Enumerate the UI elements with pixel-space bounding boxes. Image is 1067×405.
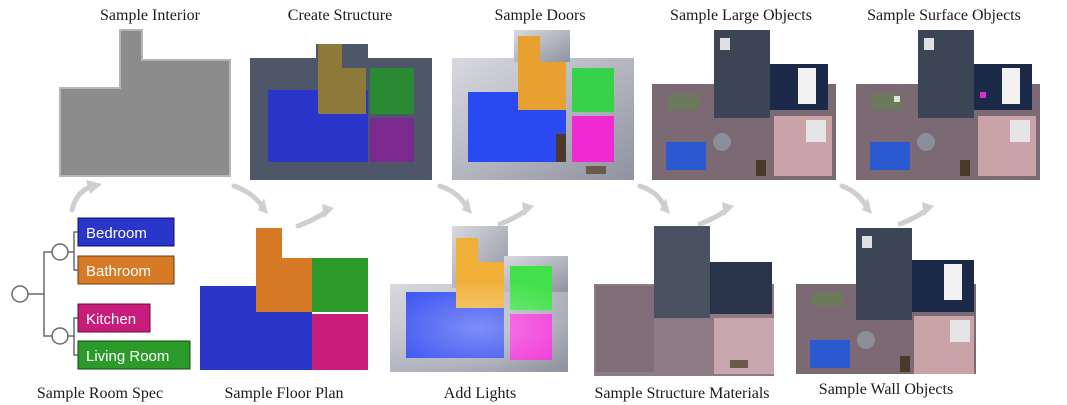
tree-node-icon xyxy=(51,327,69,345)
large-objects-render xyxy=(652,30,836,180)
label-sample-room-spec: Sample Room Spec xyxy=(37,385,163,402)
label-sample-large-objects: Sample Large Objects xyxy=(670,7,812,24)
curved-arrow-icon xyxy=(437,183,469,209)
curved-arrow-icon xyxy=(637,183,667,209)
curved-arrow-icon xyxy=(231,183,265,209)
curved-arrow-icon xyxy=(697,207,729,227)
room-tag-kitchen: Kitchen xyxy=(77,303,151,333)
label-create-structure: Create Structure xyxy=(288,7,392,24)
svg-text:Bathroom: Bathroom xyxy=(86,263,151,280)
wall-objects-render xyxy=(796,228,976,374)
curved-arrow-icon xyxy=(839,183,869,209)
lights-plan xyxy=(390,226,568,372)
interior-outline xyxy=(59,29,231,177)
structure-plan xyxy=(250,44,432,180)
doors-plan xyxy=(452,30,634,180)
room-spec-tree xyxy=(28,231,78,356)
curved-arrow-icon xyxy=(295,209,329,229)
surface-objects-render xyxy=(856,30,1040,180)
label-sample-floor-plan: Sample Floor Plan xyxy=(224,385,343,402)
label-add-lights: Add Lights xyxy=(444,385,516,402)
room-tag-bathroom: Bathroom xyxy=(77,255,175,285)
room-tag-bedroom: Bedroom xyxy=(77,217,175,247)
arrow-heads xyxy=(86,180,934,218)
label-sample-doors: Sample Doors xyxy=(494,7,585,24)
svg-text:Living Room: Living Room xyxy=(86,348,169,365)
tree-root-node-icon xyxy=(11,285,29,303)
svg-text:Kitchen: Kitchen xyxy=(86,311,136,328)
curved-arrow-icon xyxy=(497,207,529,227)
floor-plan xyxy=(200,228,368,370)
label-sample-structure-materials: Sample Structure Materials xyxy=(594,385,769,402)
svg-text:Bedroom: Bedroom xyxy=(86,225,147,242)
label-sample-surface-objects: Sample Surface Objects xyxy=(867,7,1021,24)
flow-arrows xyxy=(69,183,929,229)
tree-node-icon xyxy=(51,243,69,261)
label-sample-wall-objects: Sample Wall Objects xyxy=(819,381,953,398)
curved-arrow-icon xyxy=(897,207,929,227)
materials-render xyxy=(594,226,774,376)
room-tag-living-room: Living Room xyxy=(77,340,191,370)
label-sample-interior: Sample Interior xyxy=(100,7,201,24)
